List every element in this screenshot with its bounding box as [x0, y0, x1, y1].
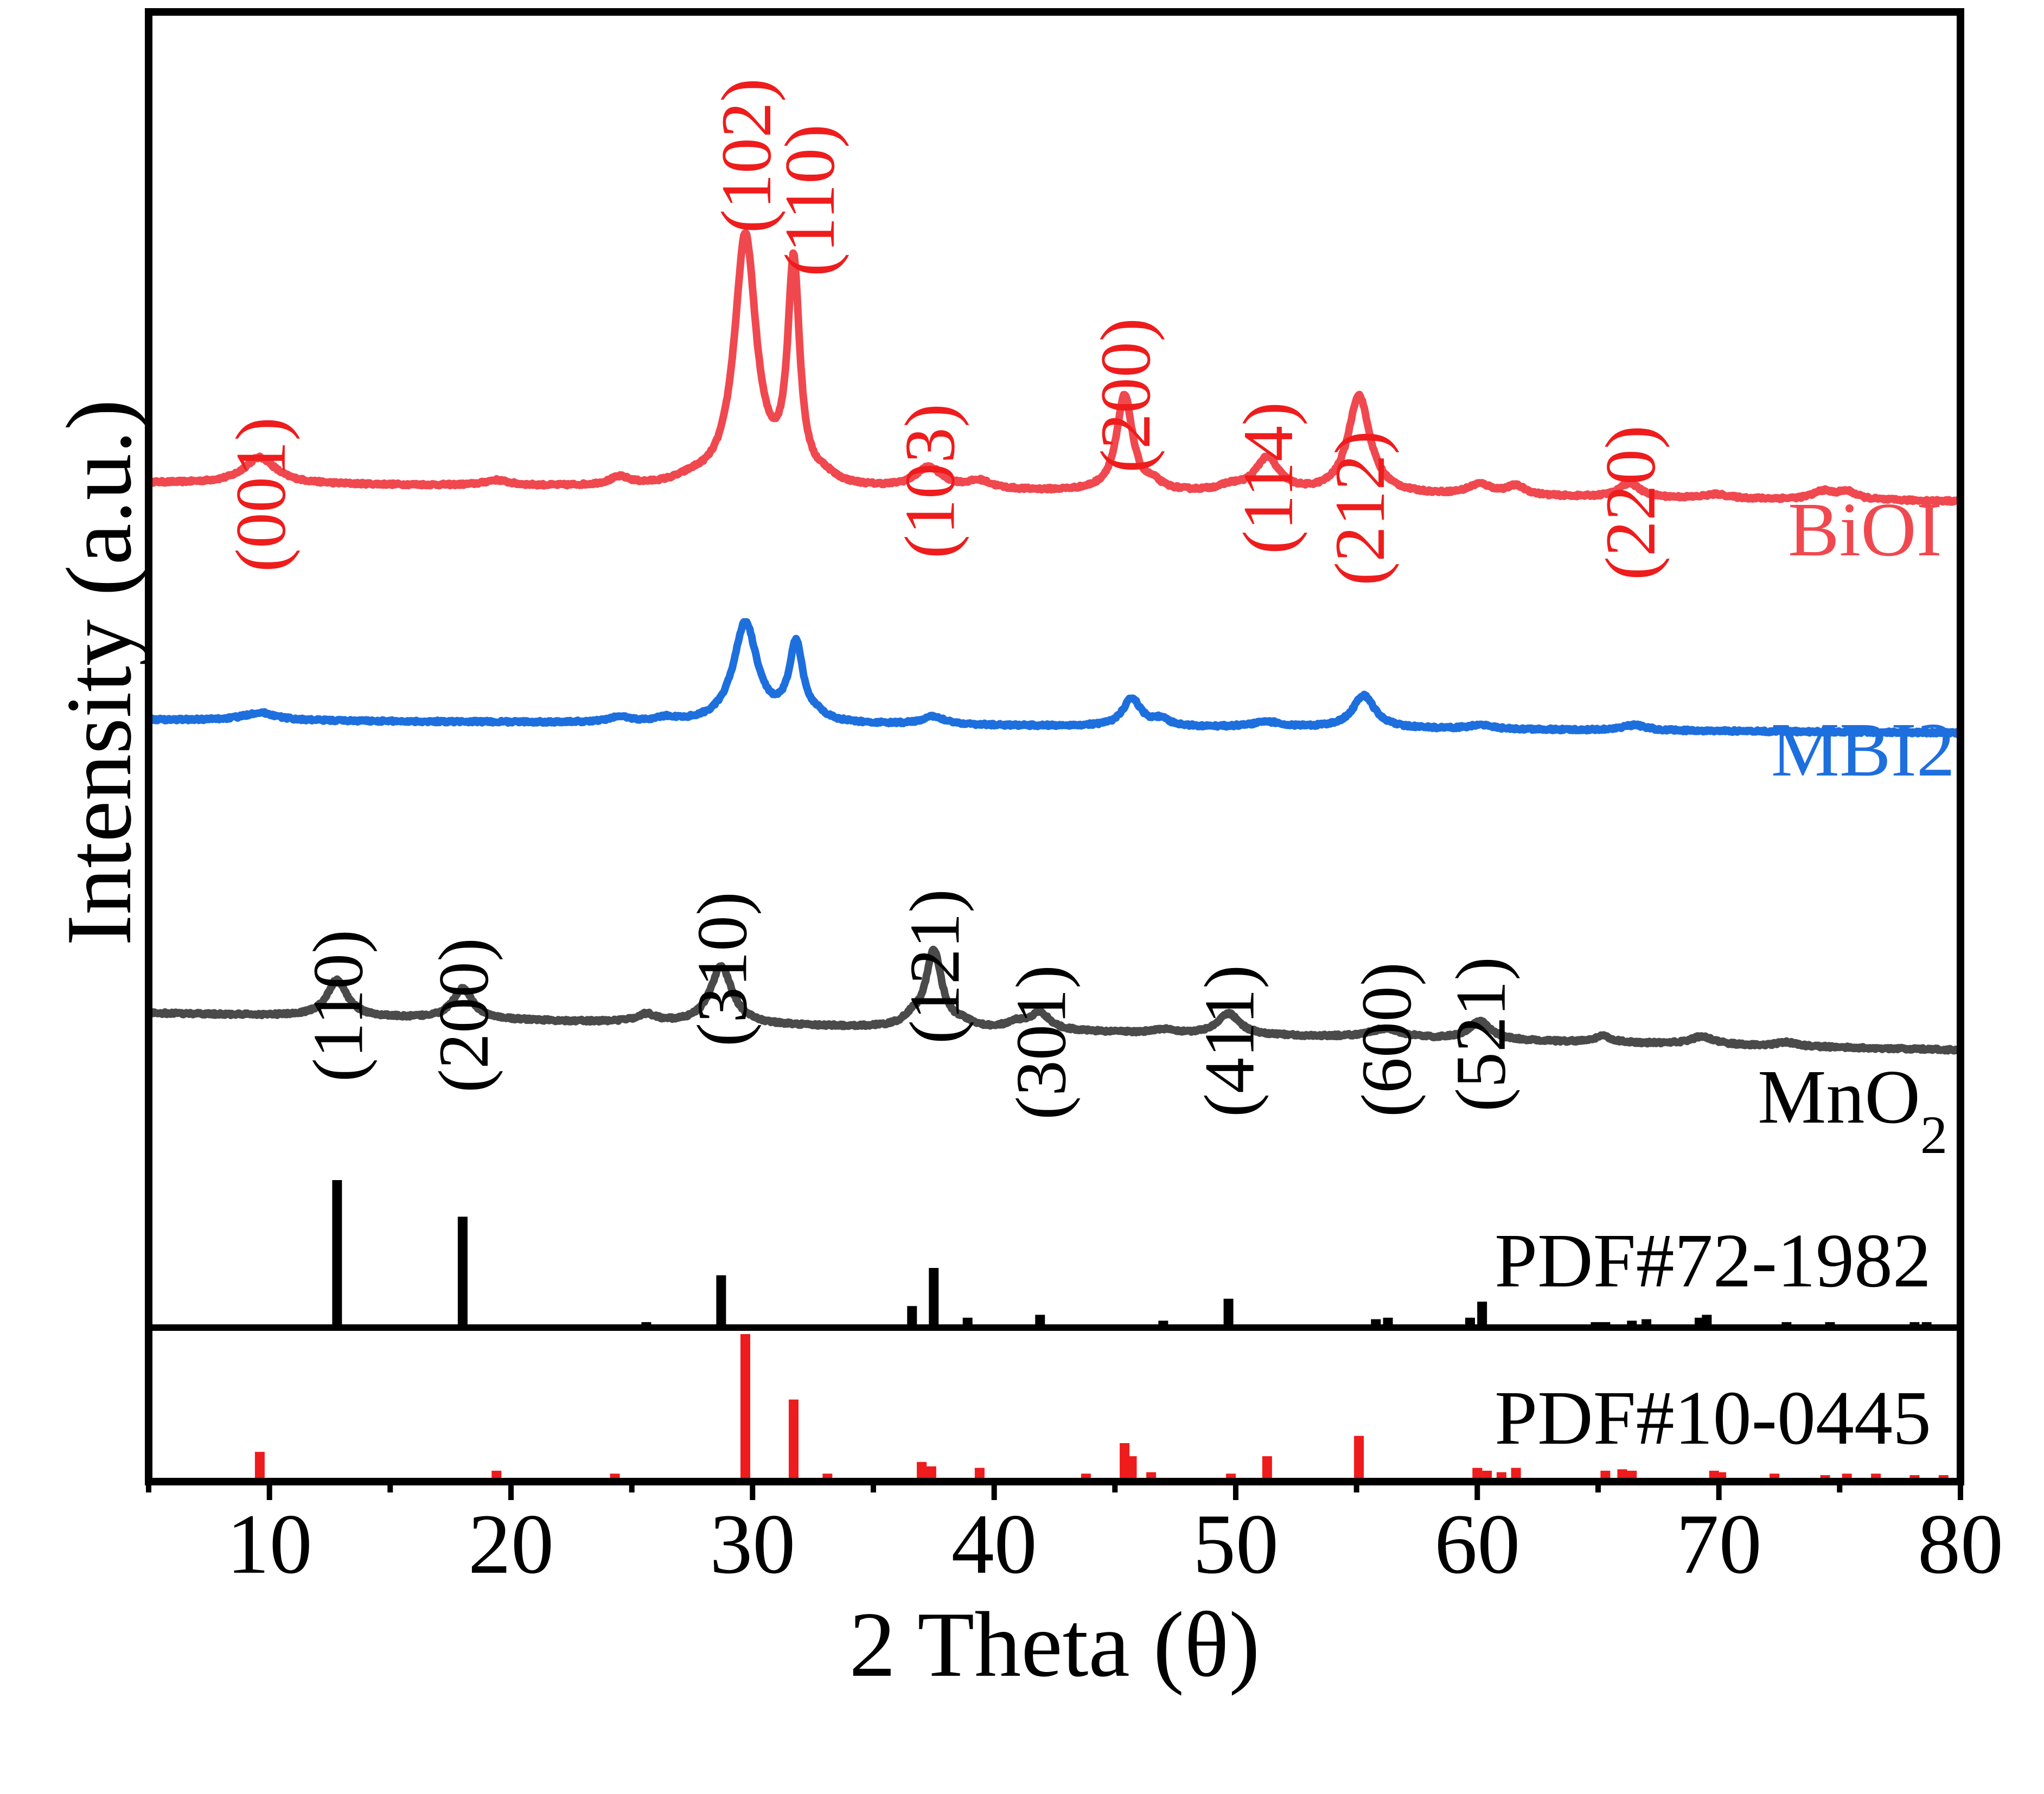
x-axis-title: 2 Theta (θ)	[849, 1593, 1260, 1696]
trace-mbi2	[145, 618, 1964, 738]
hkl-label-bioi-1: (102)	[706, 78, 786, 233]
hkl-label-mno2-6: (600)	[1346, 962, 1426, 1117]
hkl-label-mno2-0: (110)	[298, 930, 378, 1082]
hkl-label-bioi-5: (114)	[1228, 402, 1308, 554]
series-label-bioi: BiOI	[1788, 486, 1942, 572]
trace-bioi	[145, 229, 1964, 506]
series-label-mbi2: MBI2	[1771, 707, 1955, 792]
x-tick-label-70: 70	[1676, 1497, 1762, 1592]
x-axis-ticks: 10 20 30 40 50 60 70 80	[146, 1482, 2003, 1592]
x-tick-label-60: 60	[1434, 1497, 1520, 1592]
hkl-label-bioi-2: (110)	[770, 124, 849, 277]
hkl-label-bioi-0: (001)	[221, 417, 301, 572]
trace-mno2	[145, 945, 1964, 1055]
x-tick-label-20: 20	[468, 1497, 554, 1592]
ref-label-pdf-72-1982: PDF#72-1982	[1494, 1218, 1931, 1303]
x-tick-label-10: 10	[227, 1497, 312, 1592]
x-tick-label-80: 80	[1918, 1497, 2003, 1592]
y-axis-title: Intensity (a.u.)	[48, 399, 151, 946]
hkl-label-mno2-5: (411)	[1190, 965, 1269, 1117]
x-tick-label-50: 50	[1193, 1497, 1279, 1592]
hkl-label-mno2-2: (310)	[682, 892, 762, 1047]
hkl-label-mno2-3: (121)	[895, 889, 974, 1044]
hkl-label-bioi-4: (200)	[1085, 318, 1165, 473]
plot-frame	[145, 8, 1964, 1485]
hkl-label-mno2-7: (521)	[1441, 957, 1521, 1112]
hkl-label-bioi-6: (212)	[1320, 431, 1400, 586]
xrd-traces	[145, 229, 1964, 1055]
x-tick-label-30: 30	[710, 1497, 795, 1592]
hkl-label-mno2-4: (301)	[1001, 965, 1081, 1120]
ref-label-pdf-10-0445: PDF#10-0445	[1494, 1375, 1931, 1460]
x-tick-label-40: 40	[951, 1497, 1037, 1592]
hkl-label-bioi-3: (103)	[890, 403, 969, 559]
series-label-mno2: MnO2	[1758, 1054, 1947, 1165]
hkl-label-bioi-7: (220)	[1591, 425, 1670, 580]
peak-labels: (001)(102)(110)(103)(200)(114) (212) (220)…	[221, 78, 1670, 1120]
hkl-label-mno2-1: (200)	[424, 938, 503, 1093]
